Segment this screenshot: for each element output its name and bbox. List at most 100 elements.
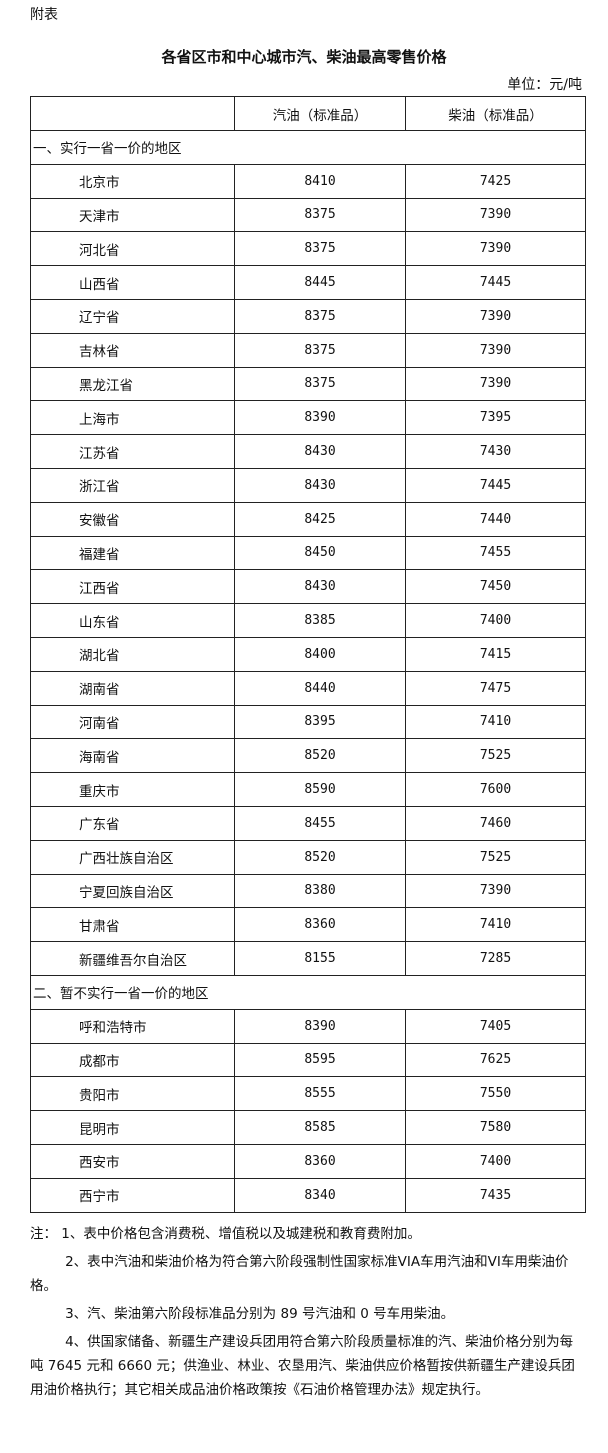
diesel-price: 7625 — [405, 1042, 586, 1078]
diesel-price: 7400 — [405, 603, 586, 638]
table-row: 山东省 8385 7400 — [30, 603, 586, 638]
table-row: 重庆市 8590 7600 — [30, 772, 586, 807]
section-title: 二、暂不实行一省一价的地区 — [30, 974, 586, 1010]
note-item: 注： 1、表中价格包含消费税、增值税以及城建税和教育费附加。 — [30, 1226, 421, 1242]
region-name: 海南省 — [30, 738, 235, 774]
gasoline-price: 8430 — [234, 467, 406, 503]
gasoline-price: 8360 — [234, 907, 406, 943]
table-row: 湖南省 8440 7475 — [30, 670, 586, 706]
note-item: 2、表中汽油和柴油价格为符合第六阶段强制性国家标准VIA车用汽油和VI车用柴油价… — [30, 1254, 569, 1294]
note-item: 3、汽、柴油第六阶段标准品分别为 89 号汽油和 0 号车用柴油。 — [65, 1306, 455, 1322]
table-row: 广东省 8455 7460 — [30, 805, 586, 841]
diesel-price: 7525 — [405, 738, 586, 774]
region-name: 广东省 — [30, 805, 235, 841]
gasoline-price: 8400 — [234, 636, 406, 672]
diesel-price: 7580 — [405, 1110, 586, 1145]
region-name: 山东省 — [30, 603, 235, 638]
table-row: 成都市 8595 7625 — [30, 1042, 586, 1078]
region-name: 江西省 — [30, 569, 235, 605]
diesel-price: 7285 — [405, 941, 586, 976]
region-name: 湖南省 — [30, 670, 235, 706]
gasoline-price: 8375 — [234, 332, 406, 368]
region-name: 西安市 — [30, 1143, 235, 1179]
section-title: 一、实行一省一价的地区 — [30, 130, 586, 165]
table-row: 浙江省 8430 7445 — [30, 467, 586, 503]
region-name: 天津市 — [30, 197, 235, 233]
table-row: 天津市 8375 7390 — [30, 197, 586, 233]
region-name: 吉林省 — [30, 332, 235, 368]
diesel-price: 7430 — [405, 434, 586, 469]
diesel-price: 7415 — [405, 636, 586, 672]
gasoline-price: 8340 — [234, 1177, 406, 1213]
gasoline-price: 8425 — [234, 501, 406, 537]
diesel-price: 7390 — [405, 197, 586, 233]
region-name: 福建省 — [30, 535, 235, 571]
region-name: 山西省 — [30, 265, 235, 300]
gasoline-price: 8375 — [234, 231, 406, 267]
region-name: 北京市 — [30, 163, 235, 199]
diesel-price: 7435 — [405, 1177, 586, 1213]
region-name: 辽宁省 — [30, 298, 235, 334]
gasoline-price: 8430 — [234, 569, 406, 605]
table-row: 贵阳市 8555 7550 — [30, 1076, 586, 1112]
table-row: 山西省 8445 7445 — [30, 265, 586, 300]
region-name: 贵阳市 — [30, 1076, 235, 1112]
region-name: 广西壮族自治区 — [30, 839, 235, 875]
header-gasoline: 汽油（标准品） — [234, 96, 406, 131]
unit-label: 单位：元/吨 — [507, 77, 582, 93]
diesel-price: 7440 — [405, 501, 586, 537]
region-name: 成都市 — [30, 1042, 235, 1078]
gasoline-price: 8375 — [234, 197, 406, 233]
table-row: 西宁市 8340 7435 — [30, 1177, 586, 1213]
table-row: 新疆维吾尔自治区 8155 7285 — [30, 941, 586, 976]
region-name: 昆明市 — [30, 1110, 235, 1145]
gasoline-price: 8390 — [234, 400, 406, 436]
diesel-price: 7390 — [405, 231, 586, 267]
diesel-price: 7390 — [405, 873, 586, 909]
table-row: 宁夏回族自治区 8380 7390 — [30, 873, 586, 909]
gasoline-price: 8430 — [234, 434, 406, 469]
table-row: 海南省 8520 7525 — [30, 738, 586, 774]
diesel-price: 7425 — [405, 163, 586, 199]
region-name: 宁夏回族自治区 — [30, 873, 235, 909]
table-row: 吉林省 8375 7390 — [30, 332, 586, 368]
gasoline-price: 8520 — [234, 738, 406, 774]
table-row: 黑龙江省 8375 7390 — [30, 366, 586, 402]
notes: 注： 1、表中价格包含消费税、增值税以及城建税和教育费附加。 2、表中汽油和柴油价… — [30, 1222, 585, 1406]
table-row: 广西壮族自治区 8520 7525 — [30, 839, 586, 875]
table-row: 福建省 8450 7455 — [30, 535, 586, 571]
diesel-price: 7390 — [405, 366, 586, 402]
table-row: 上海市 8390 7395 — [30, 400, 586, 436]
region-name: 安徽省 — [30, 501, 235, 537]
diesel-price: 7410 — [405, 704, 586, 740]
region-name: 江苏省 — [30, 434, 235, 469]
diesel-price: 7550 — [405, 1076, 586, 1112]
gasoline-price: 8385 — [234, 603, 406, 638]
gasoline-price: 8445 — [234, 265, 406, 300]
gasoline-price: 8155 — [234, 941, 406, 976]
table-row: 甘肃省 8360 7410 — [30, 907, 586, 943]
diesel-price: 7445 — [405, 467, 586, 503]
gasoline-price: 8360 — [234, 1143, 406, 1179]
gasoline-price: 8375 — [234, 298, 406, 334]
gasoline-price: 8585 — [234, 1110, 406, 1145]
table-row: 江苏省 8430 7430 — [30, 434, 586, 469]
table-row: 河南省 8395 7410 — [30, 704, 586, 740]
diesel-price: 7455 — [405, 535, 586, 571]
attachment-label: 附表 — [30, 7, 58, 23]
gasoline-price: 8555 — [234, 1076, 406, 1112]
gasoline-price: 8440 — [234, 670, 406, 706]
table-row: 湖北省 8400 7415 — [30, 636, 586, 672]
diesel-price: 7475 — [405, 670, 586, 706]
gasoline-price: 8590 — [234, 772, 406, 807]
gasoline-price: 8450 — [234, 535, 406, 571]
diesel-price: 7395 — [405, 400, 586, 436]
gasoline-price: 8395 — [234, 704, 406, 740]
gasoline-price: 8380 — [234, 873, 406, 909]
region-name: 新疆维吾尔自治区 — [30, 941, 235, 976]
gasoline-price: 8455 — [234, 805, 406, 841]
region-name: 呼和浩特市 — [30, 1008, 235, 1044]
table-row: 北京市 8410 7425 — [30, 163, 586, 199]
region-name: 浙江省 — [30, 467, 235, 503]
region-name: 湖北省 — [30, 636, 235, 672]
